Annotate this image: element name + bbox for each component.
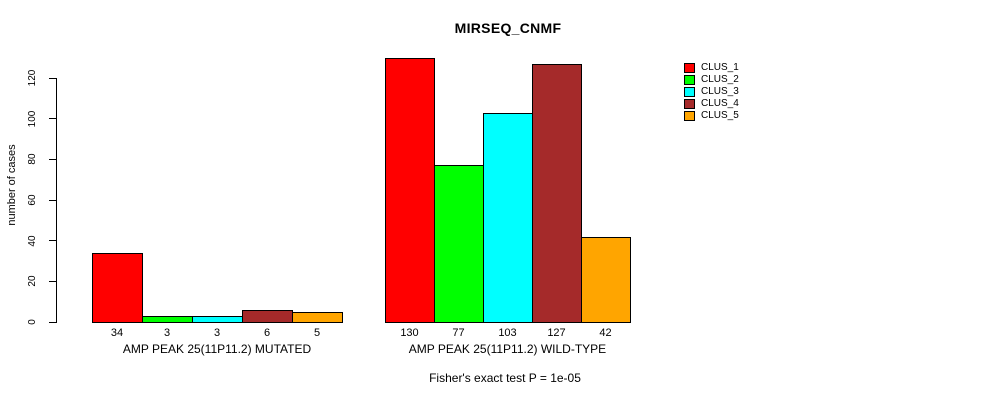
y-tick-label: 60 xyxy=(27,194,38,206)
legend-swatch-icon xyxy=(684,87,695,97)
bar-clus_4 xyxy=(532,63,582,323)
bar-value-label: 5 xyxy=(313,327,321,339)
y-axis-title: number of cases xyxy=(6,144,18,226)
y-tick-mark xyxy=(49,158,57,160)
fisher-test-note: Fisher's exact test P = 1e-05 xyxy=(429,371,581,385)
y-tick-mark xyxy=(49,199,57,201)
bar-value-label: 34 xyxy=(110,327,124,339)
bar-value-label: 42 xyxy=(599,327,612,339)
x-axis-group-label: AMP PEAK 25(11P11.2) WILD-TYPE xyxy=(408,342,607,356)
legend-label: CLUS_4 xyxy=(701,98,739,109)
bar-clus_2 xyxy=(142,315,193,323)
legend-item-clus_2: CLUS_2 xyxy=(684,75,739,85)
legend-swatch-icon xyxy=(684,99,695,109)
legend-item-clus_3: CLUS_3 xyxy=(684,87,739,97)
legend-label: CLUS_1 xyxy=(701,62,739,73)
legend-item-clus_5: CLUS_5 xyxy=(684,111,739,121)
bar-value-label: 77 xyxy=(452,327,465,339)
y-tick-mark xyxy=(49,280,57,282)
legend-swatch-icon xyxy=(684,63,695,73)
y-tick-mark xyxy=(49,77,57,79)
y-tick-mark xyxy=(49,321,57,323)
legend-label: CLUS_3 xyxy=(701,86,739,97)
legend: CLUS_1 CLUS_2 CLUS_3 CLUS_4 CLUS_5 xyxy=(684,63,739,123)
bar-clus_1 xyxy=(385,57,435,323)
y-tick-label: 120 xyxy=(27,69,38,87)
legend-label: CLUS_5 xyxy=(701,110,739,121)
bar-clus_5 xyxy=(581,236,631,323)
legend-swatch-icon xyxy=(684,75,695,85)
legend-item-clus_1: CLUS_1 xyxy=(684,63,739,73)
bar-clus_3 xyxy=(192,315,243,323)
bar-clus_1 xyxy=(92,252,143,323)
bar-clus_2 xyxy=(434,165,484,323)
bar-value-label: 6 xyxy=(263,327,271,339)
bar-clus_4 xyxy=(242,309,293,323)
bar-value-label: 130 xyxy=(400,327,419,339)
bar-value-label: 3 xyxy=(213,327,221,339)
bar-clus_5 xyxy=(292,311,343,323)
y-tick-label: 80 xyxy=(27,153,38,165)
y-tick-label: 0 xyxy=(27,319,38,325)
y-tick-label: 40 xyxy=(27,235,38,247)
y-axis-line xyxy=(56,78,57,323)
bar-clus_3 xyxy=(483,112,533,323)
y-tick-label: 100 xyxy=(27,110,38,127)
y-tick-mark xyxy=(49,240,57,242)
bar-value-label: 103 xyxy=(498,327,517,339)
bar-value-label: 3 xyxy=(163,327,171,339)
y-tick-label: 20 xyxy=(27,275,38,287)
chart-title: MIRSEQ_CNMF xyxy=(454,20,562,36)
legend-item-clus_4: CLUS_4 xyxy=(684,99,739,109)
bar-value-label: 127 xyxy=(547,327,566,339)
legend-swatch-icon xyxy=(684,111,695,121)
x-axis-group-label: AMP PEAK 25(11P11.2) MUTATED xyxy=(122,342,312,356)
y-tick-mark xyxy=(49,118,57,120)
legend-label: CLUS_2 xyxy=(701,74,739,85)
